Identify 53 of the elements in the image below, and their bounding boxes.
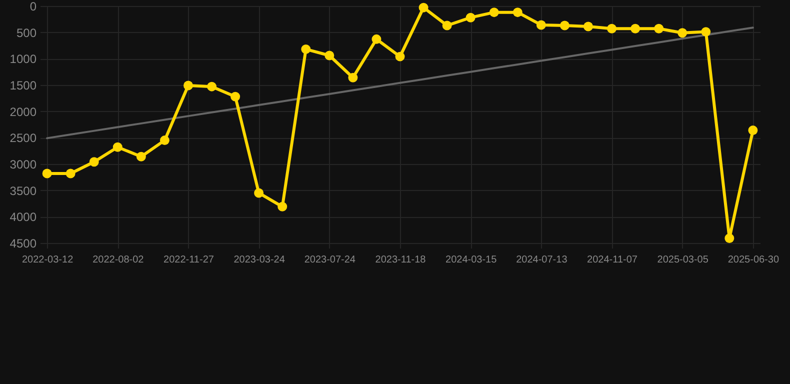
point	[42, 168, 52, 178]
point	[724, 234, 734, 243]
x-tick-label: 2023-03-24	[234, 254, 286, 266]
point	[278, 202, 288, 212]
point	[678, 28, 688, 38]
point	[489, 8, 499, 18]
y-tick-label: 3500	[10, 184, 37, 198]
point	[112, 142, 122, 152]
point	[89, 157, 99, 167]
point	[560, 20, 570, 30]
x-tick-label: 2025-03-05	[657, 254, 709, 266]
point	[324, 50, 334, 60]
y-tick-label: 4000	[10, 210, 37, 224]
y-tick-label: 500	[16, 26, 37, 40]
point	[348, 72, 358, 82]
x-tick-label: 2025-06-30	[728, 254, 780, 266]
point	[536, 20, 546, 30]
point	[583, 22, 593, 32]
line-series	[46, 26, 754, 140]
point	[230, 92, 240, 102]
y-tick-label: 0	[30, 0, 37, 14]
point	[66, 168, 76, 178]
point	[607, 24, 617, 34]
y-tick-label: 2000	[10, 104, 37, 119]
point	[466, 12, 476, 22]
point	[512, 8, 522, 18]
x-tick-label: 2024-03-15	[446, 254, 498, 266]
point	[254, 188, 264, 198]
point	[395, 52, 405, 62]
point	[701, 27, 711, 37]
point	[654, 24, 664, 34]
y-tick-label: 2500	[10, 131, 37, 146]
x-tick-label: 2024-11-07	[587, 254, 638, 266]
point	[748, 126, 758, 136]
y-tick-label: 3000	[10, 158, 37, 172]
x-tick-label: 2022-08-02	[92, 254, 144, 266]
point	[418, 2, 428, 12]
x-tick-label: 2022-11-27	[164, 254, 214, 266]
y-tick-label: 1000	[10, 52, 37, 66]
x-tick-label: 2024-07-13	[516, 254, 568, 266]
x-tick-label: 2023-07-24	[304, 254, 356, 266]
y-tick-label: 4500	[10, 236, 37, 250]
point	[160, 136, 170, 146]
x-tick-label: 2022-03-12	[22, 254, 74, 266]
point	[207, 82, 217, 92]
x-tick-label: 2023-11-18	[375, 254, 426, 266]
point	[183, 80, 193, 90]
point	[136, 152, 146, 162]
point	[301, 44, 311, 54]
y-tick-label: 1500	[10, 78, 37, 92]
point	[372, 34, 382, 44]
point	[630, 24, 640, 34]
point	[442, 20, 452, 30]
